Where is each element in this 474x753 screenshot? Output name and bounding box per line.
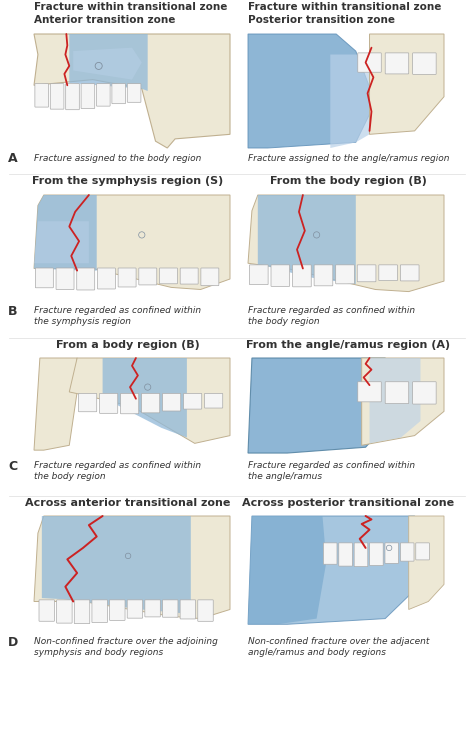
FancyBboxPatch shape <box>100 393 118 413</box>
FancyBboxPatch shape <box>127 600 143 618</box>
FancyBboxPatch shape <box>323 543 337 564</box>
Polygon shape <box>34 358 77 450</box>
Polygon shape <box>34 516 230 619</box>
FancyBboxPatch shape <box>145 600 160 617</box>
FancyBboxPatch shape <box>336 265 355 284</box>
FancyBboxPatch shape <box>120 393 139 413</box>
Polygon shape <box>258 195 356 284</box>
Polygon shape <box>69 358 230 444</box>
FancyBboxPatch shape <box>180 600 196 619</box>
Polygon shape <box>34 221 89 264</box>
FancyBboxPatch shape <box>79 393 97 412</box>
Text: From the body region (B): From the body region (B) <box>270 176 427 186</box>
FancyBboxPatch shape <box>81 84 95 108</box>
Polygon shape <box>42 516 191 614</box>
FancyBboxPatch shape <box>271 265 290 286</box>
FancyBboxPatch shape <box>413 53 436 75</box>
FancyBboxPatch shape <box>98 268 115 289</box>
FancyBboxPatch shape <box>118 268 136 287</box>
Polygon shape <box>370 358 420 444</box>
Polygon shape <box>248 358 395 453</box>
FancyBboxPatch shape <box>385 382 409 404</box>
Text: Across posterior transitional zone: Across posterior transitional zone <box>242 498 454 508</box>
Text: Fracture assigned to the body region: Fracture assigned to the body region <box>34 154 201 163</box>
FancyBboxPatch shape <box>56 268 74 289</box>
FancyBboxPatch shape <box>50 84 64 109</box>
FancyBboxPatch shape <box>66 84 79 110</box>
FancyBboxPatch shape <box>57 600 72 623</box>
Text: From the symphysis region (S): From the symphysis region (S) <box>32 176 224 186</box>
Text: C: C <box>8 460 17 473</box>
FancyBboxPatch shape <box>204 393 223 408</box>
FancyBboxPatch shape <box>249 265 268 285</box>
FancyBboxPatch shape <box>339 543 352 566</box>
FancyBboxPatch shape <box>358 53 381 72</box>
Polygon shape <box>34 34 230 148</box>
FancyBboxPatch shape <box>198 600 213 621</box>
Text: Fracture within transitional zone
Anterior transition zone: Fracture within transitional zone Anteri… <box>34 2 228 25</box>
FancyBboxPatch shape <box>379 265 398 281</box>
Polygon shape <box>248 195 444 291</box>
FancyBboxPatch shape <box>128 84 141 102</box>
FancyBboxPatch shape <box>142 393 160 413</box>
Polygon shape <box>73 47 142 80</box>
Polygon shape <box>409 516 444 609</box>
Polygon shape <box>330 54 381 148</box>
FancyBboxPatch shape <box>92 600 108 623</box>
Polygon shape <box>34 195 97 270</box>
FancyBboxPatch shape <box>354 543 368 566</box>
FancyBboxPatch shape <box>183 393 202 409</box>
Text: Fracture regarded as confined within
the symphysis region: Fracture regarded as confined within the… <box>34 306 201 326</box>
FancyBboxPatch shape <box>139 268 157 285</box>
Text: Fracture regarded as confined within
the body region: Fracture regarded as confined within the… <box>248 306 415 326</box>
Polygon shape <box>102 358 187 437</box>
Text: From the angle/ramus region (A): From the angle/ramus region (A) <box>246 340 450 350</box>
FancyBboxPatch shape <box>416 543 429 560</box>
Text: Fracture within transitional zone
Posterior transition zone: Fracture within transitional zone Poster… <box>248 2 441 25</box>
FancyBboxPatch shape <box>385 543 399 563</box>
Text: From a body region (B): From a body region (B) <box>56 340 200 350</box>
Text: Fracture regarded as confined within
the body region: Fracture regarded as confined within the… <box>34 461 201 481</box>
Polygon shape <box>248 516 327 624</box>
FancyBboxPatch shape <box>292 265 311 287</box>
Polygon shape <box>370 34 444 134</box>
Polygon shape <box>69 34 148 91</box>
FancyBboxPatch shape <box>163 393 181 411</box>
FancyBboxPatch shape <box>74 600 90 623</box>
Text: D: D <box>8 636 18 649</box>
FancyBboxPatch shape <box>97 84 110 106</box>
FancyBboxPatch shape <box>201 268 219 285</box>
FancyBboxPatch shape <box>35 84 48 107</box>
Text: A: A <box>8 152 18 165</box>
FancyBboxPatch shape <box>314 265 333 286</box>
FancyBboxPatch shape <box>109 600 125 620</box>
FancyBboxPatch shape <box>112 84 126 104</box>
FancyBboxPatch shape <box>159 268 177 284</box>
FancyBboxPatch shape <box>77 268 95 290</box>
Text: Across anterior transitional zone: Across anterior transitional zone <box>25 498 231 508</box>
FancyBboxPatch shape <box>163 600 178 617</box>
FancyBboxPatch shape <box>370 543 383 566</box>
Text: Non-confined fracture over the adjoining
symphysis and body regions: Non-confined fracture over the adjoining… <box>34 637 218 657</box>
Text: B: B <box>8 305 18 318</box>
Text: Fracture assigned to the angle/ramus region: Fracture assigned to the angle/ramus reg… <box>248 154 449 163</box>
Polygon shape <box>248 34 375 148</box>
FancyBboxPatch shape <box>39 600 55 621</box>
Polygon shape <box>248 516 424 624</box>
FancyBboxPatch shape <box>357 265 376 282</box>
FancyBboxPatch shape <box>401 543 414 561</box>
FancyBboxPatch shape <box>180 268 198 284</box>
Polygon shape <box>34 195 230 289</box>
Text: Non-confined fracture over the adjacent
angle/ramus and body regions: Non-confined fracture over the adjacent … <box>248 637 429 657</box>
FancyBboxPatch shape <box>385 53 409 74</box>
FancyBboxPatch shape <box>401 265 419 281</box>
FancyBboxPatch shape <box>358 382 381 402</box>
Text: Fracture regarded as confined within
the angle/ramus: Fracture regarded as confined within the… <box>248 461 415 481</box>
Polygon shape <box>362 358 444 445</box>
FancyBboxPatch shape <box>413 382 436 404</box>
FancyBboxPatch shape <box>36 268 54 288</box>
